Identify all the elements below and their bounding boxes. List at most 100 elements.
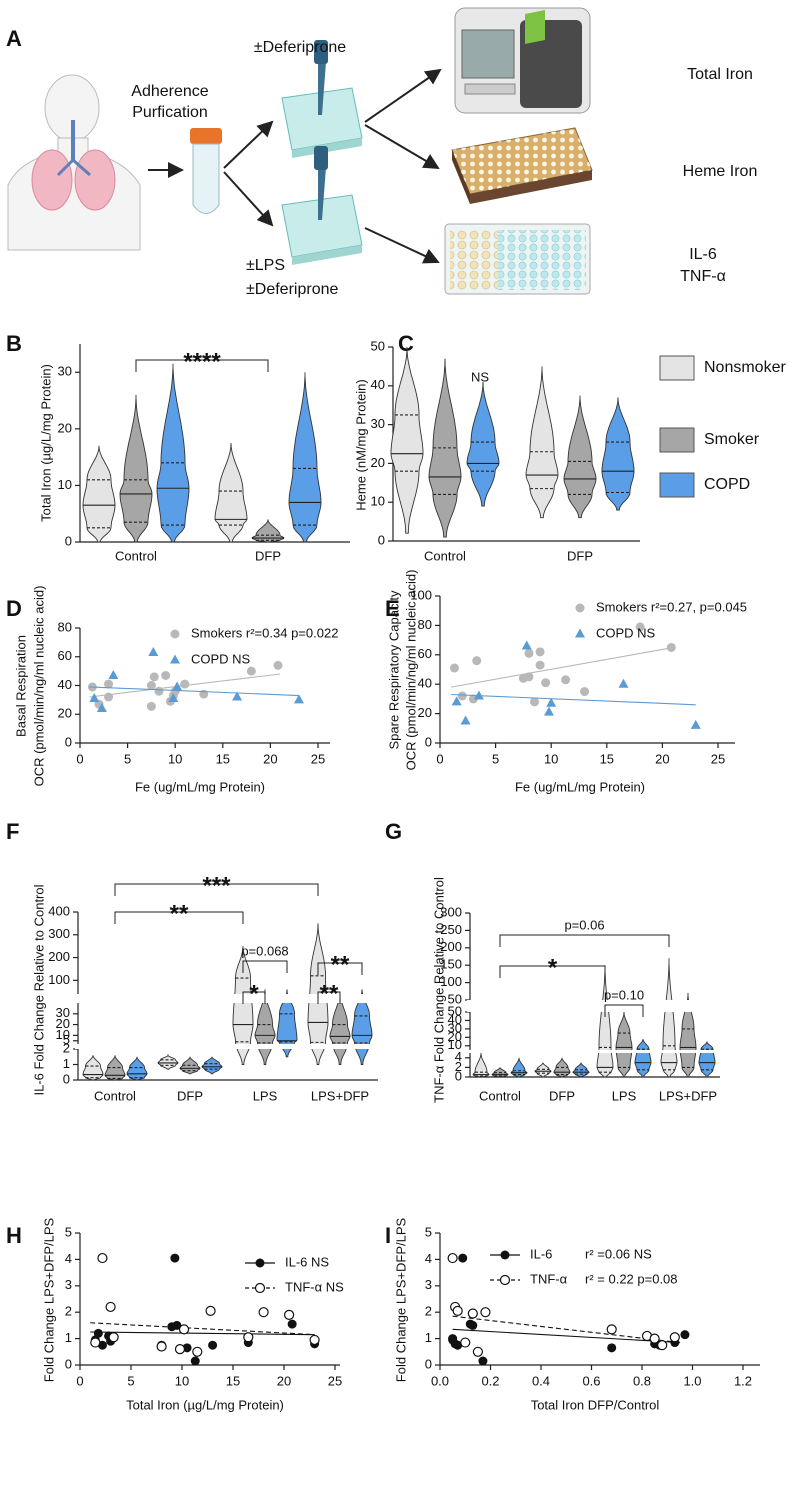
- legend-marker: [575, 603, 585, 613]
- point: [108, 1332, 119, 1343]
- x-tick-label: 15: [600, 751, 614, 766]
- x-tick-label: DFP: [255, 548, 281, 563]
- panel-letter: G: [385, 819, 402, 844]
- y-tick-label: 300: [48, 926, 70, 941]
- point: [447, 1252, 458, 1264]
- point: [618, 678, 629, 688]
- x-tick-label: 5: [127, 1373, 134, 1388]
- y-axis-label: Basal Respiration: [13, 635, 28, 737]
- x-tick-label: 1.2: [734, 1373, 752, 1388]
- violin: [596, 965, 614, 1078]
- point: [108, 669, 119, 679]
- point: [467, 1308, 478, 1319]
- y-tick-label: 1: [425, 1330, 432, 1345]
- point: [208, 1340, 218, 1350]
- significance-label: **: [170, 900, 189, 927]
- panel-letter: I: [385, 1223, 391, 1248]
- legend-marker: [255, 1258, 265, 1268]
- trend-line: [452, 1315, 680, 1344]
- point: [89, 692, 100, 702]
- y-tick-label: 2: [65, 1304, 72, 1319]
- point: [468, 1320, 478, 1330]
- point: [205, 1305, 216, 1316]
- point: [104, 692, 114, 702]
- x-tick-label: DFP: [567, 548, 593, 563]
- legend-marker: [254, 1282, 266, 1294]
- point: [146, 701, 156, 711]
- legend-marker: [500, 1250, 510, 1260]
- legend-label: TNF-α: [530, 1271, 568, 1286]
- y-axis-label: TNF-α Fold Change Relative to Control: [431, 877, 446, 1103]
- legend-label: COPD NS: [596, 625, 656, 640]
- y-tick-label: 0: [455, 1068, 462, 1083]
- legend-stat: r² =0.06 NS: [585, 1246, 652, 1261]
- significance-bracket: [499, 965, 606, 978]
- y-tick-label: 20: [448, 1029, 462, 1044]
- violin: [214, 442, 248, 543]
- x-tick-label: 15: [216, 751, 230, 766]
- diagram-label: TNF-α: [680, 268, 726, 285]
- y-tick-label: 50: [448, 991, 462, 1006]
- point: [535, 647, 545, 657]
- y-tick-label: 5: [65, 1224, 72, 1239]
- y-tick-label: 150: [440, 957, 462, 972]
- axis-break: [467, 1000, 720, 1012]
- y-tick-label: 200: [440, 939, 462, 954]
- point: [524, 648, 534, 658]
- x-tick-label: LPS: [612, 1088, 637, 1103]
- x-tick-label: 0.8: [633, 1373, 651, 1388]
- point: [561, 675, 571, 685]
- trend-line: [90, 1322, 315, 1336]
- significance-label: **: [331, 951, 350, 978]
- violin: [525, 366, 559, 519]
- x-tick-label: 20: [277, 1373, 291, 1388]
- x-tick-label: 0.2: [481, 1373, 499, 1388]
- x-tick-label: Control: [94, 1088, 136, 1103]
- y-tick-label: 5: [63, 1032, 70, 1047]
- y-tick-label: 20: [56, 1016, 70, 1031]
- y-tick-label: 40: [448, 1012, 462, 1027]
- trend-line: [90, 1331, 315, 1336]
- violin: [119, 394, 153, 543]
- point: [148, 646, 159, 656]
- diagram-label: ±LPS: [246, 257, 285, 274]
- point: [243, 1332, 254, 1343]
- y-tick-label: 250: [440, 922, 462, 937]
- diagram-label: Adherence: [131, 83, 208, 100]
- significance-label: **: [320, 980, 339, 1007]
- legend-label: Smokers r²=0.34 p=0.022: [191, 625, 338, 640]
- y-axis-label: OCR (pmol/min/ng/ml nucleic acid): [403, 570, 418, 771]
- point: [606, 1324, 617, 1335]
- point: [666, 642, 676, 652]
- point: [149, 672, 159, 682]
- legend-swatch: [659, 355, 695, 381]
- y-tick-label: 20: [58, 420, 72, 435]
- panel-a-art: [7, 7, 593, 295]
- violin: [615, 1011, 633, 1078]
- point: [541, 678, 551, 688]
- point: [104, 679, 114, 689]
- y-tick-label: 200: [48, 949, 70, 964]
- point: [607, 1343, 617, 1353]
- axis-break: [467, 1050, 720, 1053]
- violin: [126, 1056, 148, 1081]
- axis-break: [75, 994, 378, 1003]
- legend-label: COPD NS: [191, 651, 251, 666]
- point: [452, 1305, 463, 1316]
- legend-marker: [499, 1274, 511, 1286]
- y-tick-label: 4: [425, 1251, 432, 1266]
- violin: [82, 445, 116, 543]
- point: [472, 656, 482, 666]
- x-tick-label: LPS+DFP: [311, 1088, 369, 1103]
- x-tick-label: 0: [76, 1373, 83, 1388]
- point: [172, 681, 183, 691]
- x-tick-label: 0.6: [582, 1373, 600, 1388]
- point: [635, 622, 645, 632]
- x-tick-label: Control: [424, 548, 466, 563]
- legend-swatch: [659, 472, 695, 498]
- point: [649, 1333, 660, 1344]
- trend-line: [451, 693, 696, 706]
- violin: [660, 958, 678, 1078]
- violin: [156, 363, 190, 543]
